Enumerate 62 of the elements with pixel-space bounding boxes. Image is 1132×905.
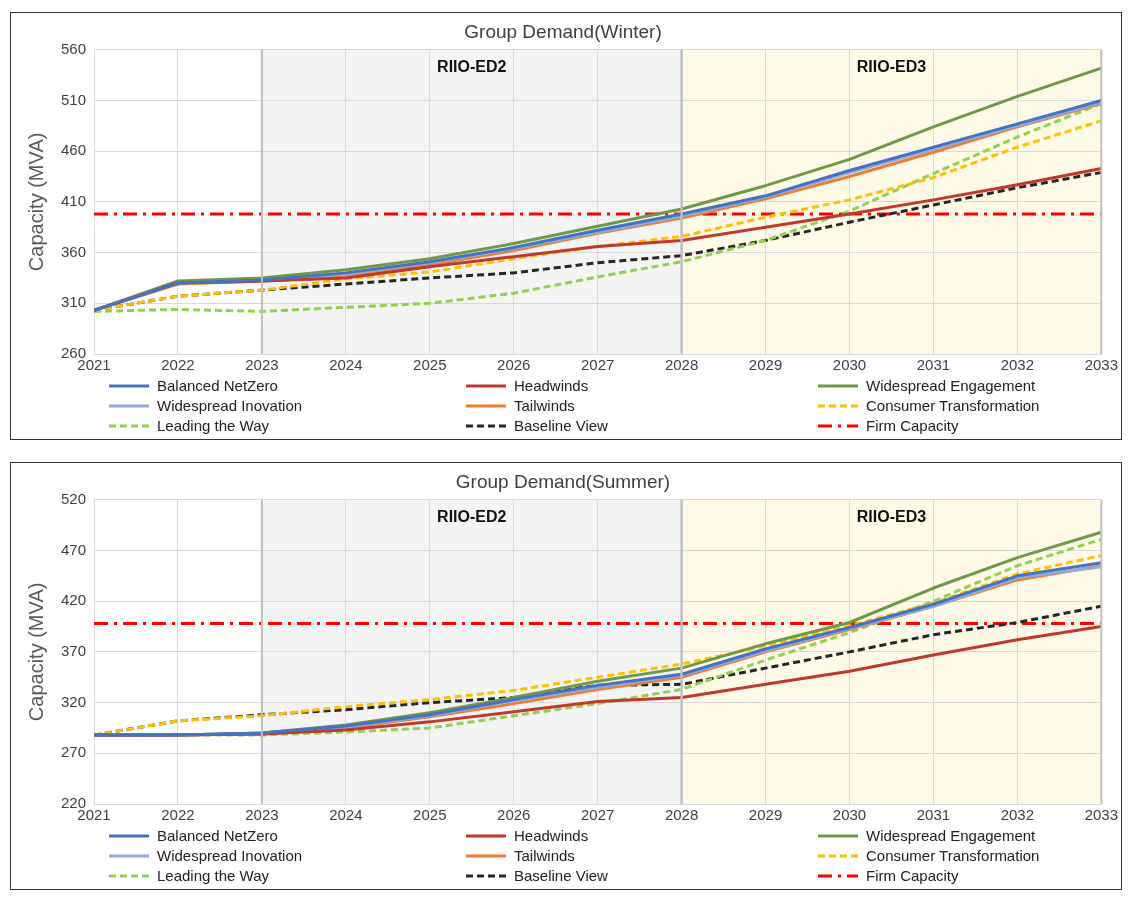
x-tick-label: 2029 — [748, 806, 783, 824]
y-tick-label: 360 — [61, 242, 87, 260]
y-axis-title: Capacity (MVA) — [24, 582, 47, 722]
legend-label: Baseline View — [514, 867, 608, 884]
band-label: RIIO-ED2 — [437, 508, 507, 526]
y-tick-label: 410 — [61, 192, 87, 210]
legend-label: Consumer Transformation — [866, 397, 1040, 414]
x-tick-label: 2025 — [413, 806, 447, 824]
x-tick-label: 2031 — [916, 356, 951, 374]
x-tick-label: 2032 — [1000, 806, 1035, 824]
y-tick-label: 320 — [61, 692, 87, 710]
band-label: RIIO-ED3 — [856, 508, 927, 526]
y-tick-label: 560 — [61, 39, 87, 57]
x-tick-label: 2032 — [1000, 356, 1035, 374]
chart-title: Group Demand(Winter) — [464, 20, 662, 42]
x-tick-label: 2024 — [329, 356, 363, 374]
y-tick-label: 310 — [61, 293, 87, 311]
band-label: RIIO-ED2 — [437, 58, 507, 76]
x-tick-label: 2024 — [329, 806, 363, 824]
x-tick-label: 2022 — [161, 356, 195, 374]
legend-label: Headwinds — [514, 377, 589, 394]
legend-label: Tailwinds — [514, 847, 575, 864]
x-tick-label: 2023 — [245, 356, 279, 374]
legend-label: Headwinds — [514, 827, 589, 844]
legend-label: Widespread Inovation — [157, 847, 303, 864]
legend-label: Leading the Way — [157, 417, 270, 434]
x-tick-label: 2025 — [413, 356, 447, 374]
x-tick-label: 2029 — [748, 356, 783, 374]
y-axis-title: Capacity (MVA) — [24, 132, 47, 272]
y-tick-label: 270 — [61, 743, 87, 761]
x-tick-label: 2028 — [664, 356, 699, 374]
y-tick-label: 520 — [61, 489, 87, 507]
legend-label: Widespread Inovation — [157, 397, 303, 414]
legend-label: Widespread Engagement — [866, 827, 1036, 844]
legend-label: Widespread Engagement — [866, 377, 1036, 394]
x-tick-label: 2026 — [497, 356, 531, 374]
chart-title: Group Demand(Summer) — [455, 470, 671, 492]
legend-label: Baseline View — [514, 417, 608, 434]
x-tick-label: 2033 — [1084, 806, 1118, 824]
x-tick-label: 2030 — [832, 356, 867, 374]
x-tick-label: 2027 — [580, 356, 615, 374]
y-tick-label: 420 — [61, 591, 87, 609]
x-tick-label: 2033 — [1084, 356, 1118, 374]
legend-label: Balanced NetZero — [157, 827, 278, 844]
x-tick-label: 2023 — [245, 806, 279, 824]
y-tick-label: 470 — [61, 540, 87, 558]
band-label: RIIO-ED3 — [856, 58, 927, 76]
x-tick-label: 2022 — [161, 806, 195, 824]
x-tick-label: 2030 — [832, 806, 867, 824]
y-tick-label: 370 — [61, 642, 87, 660]
x-tick-label: 2026 — [497, 806, 531, 824]
y-tick-label: 460 — [61, 141, 87, 159]
x-tick-label: 2031 — [916, 806, 951, 824]
y-tick-label: 510 — [61, 90, 87, 108]
legend-label: Balanced NetZero — [157, 377, 278, 394]
legend-label: Firm Capacity — [866, 417, 959, 434]
legend-label: Consumer Transformation — [866, 847, 1040, 864]
x-tick-label: 2027 — [580, 806, 615, 824]
legend-label: Tailwinds — [514, 397, 575, 414]
legend-label: Leading the Way — [157, 867, 270, 884]
legend-label: Firm Capacity — [866, 867, 959, 884]
x-tick-label: 2028 — [664, 806, 699, 824]
